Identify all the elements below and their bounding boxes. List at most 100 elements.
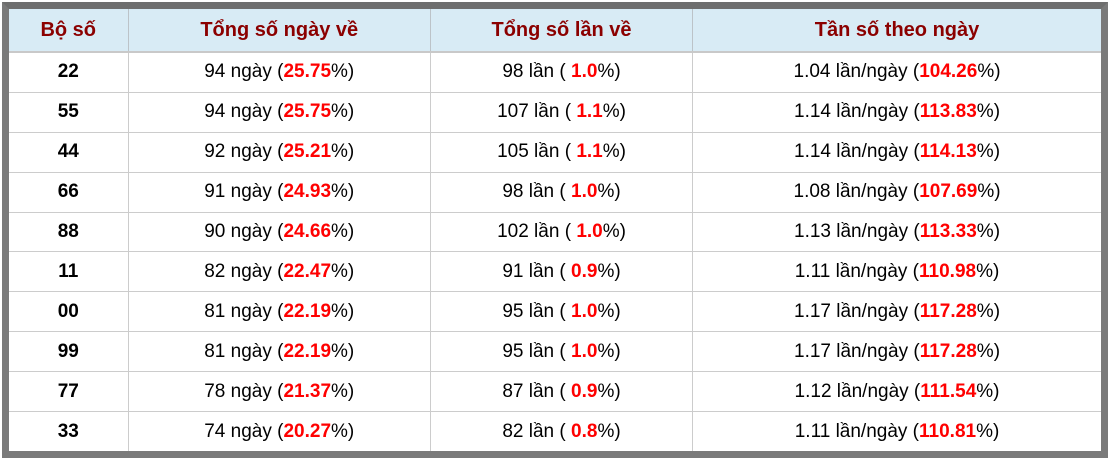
times-suffix: %) bbox=[602, 141, 626, 163]
times-text: 95 lần ( bbox=[502, 340, 572, 362]
freq-text: 1.13 lần/ngày ( bbox=[794, 221, 920, 243]
times-percent: 1.1 bbox=[576, 101, 603, 123]
freq-suffix: %) bbox=[976, 141, 1001, 163]
freq-text: 1.14 lần/ngày ( bbox=[794, 141, 920, 163]
freq-percent: 117.28 bbox=[919, 300, 977, 322]
days-percent: 22.47 bbox=[283, 260, 332, 282]
freq-percent: 111.54 bbox=[920, 380, 977, 402]
freq-suffix: %) bbox=[976, 380, 1000, 402]
days-text: 91 ngày ( bbox=[204, 181, 284, 203]
times-text: 82 lần ( bbox=[502, 420, 572, 442]
freq-suffix: %) bbox=[977, 181, 1001, 203]
freq-suffix: %) bbox=[976, 300, 1001, 322]
freq-suffix: %) bbox=[976, 420, 1000, 442]
times-suffix: %) bbox=[597, 260, 621, 282]
pair-cell: 00 bbox=[9, 291, 129, 332]
table-row: 88 90 ngày (24.66%) 102 lần ( 1.0%) 1.13… bbox=[9, 211, 1101, 252]
pair-cell: 44 bbox=[9, 131, 129, 173]
days-suffix: %) bbox=[331, 380, 355, 402]
days-text: 82 ngày ( bbox=[204, 260, 284, 282]
freq-cell: 1.14 lần/ngày (113.83%) bbox=[692, 91, 1101, 133]
lottery-stats-table: Bộ số Tổng số ngày về Tổng số lần về Tần… bbox=[9, 9, 1101, 451]
days-cell: 94 ngày (25.75%) bbox=[127, 52, 431, 93]
table-row: 77 78 ngày (21.37%) 87 lần ( 0.9%) 1.12 … bbox=[9, 371, 1101, 412]
header-row: Bộ số Tổng số ngày về Tổng số lần về Tần… bbox=[9, 9, 1101, 53]
days-percent: 20.27 bbox=[283, 420, 332, 442]
times-text: 98 lần ( bbox=[502, 181, 572, 203]
days-text: 94 ngày ( bbox=[204, 101, 284, 123]
pair-cell: 66 bbox=[9, 171, 129, 213]
days-cell: 74 ngày (20.27%) bbox=[127, 411, 431, 451]
days-text: 81 ngày ( bbox=[204, 340, 284, 362]
freq-text: 1.12 lần/ngày ( bbox=[794, 380, 921, 402]
freq-percent: 117.28 bbox=[919, 340, 977, 362]
freq-suffix: %) bbox=[976, 340, 1001, 362]
days-cell: 91 ngày (24.93%) bbox=[127, 171, 431, 213]
times-percent: 0.9 bbox=[571, 260, 598, 282]
days-cell: 78 ngày (21.37%) bbox=[127, 371, 431, 412]
freq-text: 1.17 lần/ngày ( bbox=[794, 340, 920, 362]
days-text: 90 ngày ( bbox=[204, 221, 284, 243]
times-suffix: %) bbox=[597, 181, 621, 203]
table-row: 11 82 ngày (22.47%) 91 lần ( 0.9%) 1.11 … bbox=[9, 251, 1101, 292]
freq-cell: 1.17 lần/ngày (117.28%) bbox=[692, 291, 1101, 332]
table-row: 99 81 ngày (22.19%) 95 lần ( 1.0%) 1.17 … bbox=[9, 331, 1101, 372]
days-text: 74 ngày ( bbox=[204, 420, 284, 442]
table-row: 66 91 ngày (24.93%) 98 lần ( 1.0%) 1.08 … bbox=[9, 171, 1101, 213]
days-percent: 22.19 bbox=[283, 300, 332, 322]
freq-suffix: %) bbox=[976, 221, 1001, 243]
days-suffix: %) bbox=[331, 181, 355, 203]
times-suffix: %) bbox=[602, 221, 626, 243]
freq-percent: 110.81 bbox=[919, 420, 977, 442]
times-text: 91 lần ( bbox=[502, 260, 572, 282]
times-text: 107 lần ( bbox=[497, 101, 577, 123]
pair-cell: 99 bbox=[9, 331, 129, 372]
freq-cell: 1.14 lần/ngày (114.13%) bbox=[692, 131, 1101, 173]
days-percent: 21.37 bbox=[283, 380, 332, 402]
days-cell: 92 ngày (25.21%) bbox=[127, 131, 431, 173]
freq-percent: 114.13 bbox=[919, 141, 977, 163]
freq-cell: 1.11 lần/ngày (110.98%) bbox=[692, 251, 1101, 292]
times-percent: 1.0 bbox=[571, 181, 598, 203]
times-cell: 95 lần ( 1.0%) bbox=[429, 291, 693, 332]
times-cell: 102 lần ( 1.0%) bbox=[429, 211, 693, 252]
pair-cell: 33 bbox=[9, 411, 129, 451]
times-text: 102 lần ( bbox=[497, 221, 577, 243]
times-text: 95 lần ( bbox=[502, 300, 572, 322]
days-suffix: %) bbox=[331, 340, 355, 362]
days-cell: 94 ngày (25.75%) bbox=[127, 91, 431, 133]
days-suffix: %) bbox=[331, 300, 355, 322]
freq-text: 1.17 lần/ngày ( bbox=[794, 300, 920, 322]
days-text: 78 ngày ( bbox=[204, 380, 284, 402]
table-row: 33 74 ngày (20.27%) 82 lần ( 0.8%) 1.11 … bbox=[9, 411, 1101, 451]
times-cell: 82 lần ( 0.8%) bbox=[429, 411, 693, 451]
days-text: 94 ngày ( bbox=[204, 61, 284, 83]
pair-cell: 55 bbox=[9, 91, 129, 133]
freq-cell: 1.17 lần/ngày (117.28%) bbox=[692, 331, 1101, 372]
times-percent: 1.0 bbox=[576, 221, 603, 243]
days-percent: 24.93 bbox=[283, 181, 332, 203]
freq-percent: 107.69 bbox=[919, 181, 978, 203]
freq-percent: 110.98 bbox=[919, 260, 977, 282]
times-suffix: %) bbox=[597, 420, 621, 442]
days-suffix: %) bbox=[331, 101, 355, 123]
days-suffix: %) bbox=[331, 141, 355, 163]
times-cell: 105 lần ( 1.1%) bbox=[429, 131, 693, 173]
table-row: 22 94 ngày (25.75%) 98 lần ( 1.0%) 1.04 … bbox=[9, 52, 1101, 93]
days-percent: 25.21 bbox=[283, 141, 332, 163]
freq-text: 1.08 lần/ngày ( bbox=[793, 181, 920, 203]
col-header-pair: Bộ số bbox=[9, 9, 129, 53]
times-cell: 98 lần ( 1.0%) bbox=[429, 171, 693, 213]
col-header-times: Tổng số lần về bbox=[429, 9, 693, 53]
table-header: Bộ số Tổng số ngày về Tổng số lần về Tần… bbox=[9, 9, 1101, 53]
days-suffix: %) bbox=[331, 260, 355, 282]
freq-text: 1.04 lần/ngày ( bbox=[793, 61, 920, 83]
freq-percent: 113.83 bbox=[919, 101, 977, 123]
days-percent: 25.75 bbox=[283, 61, 332, 83]
table-row: 00 81 ngày (22.19%) 95 lần ( 1.0%) 1.17 … bbox=[9, 291, 1101, 332]
freq-cell: 1.12 lần/ngày (111.54%) bbox=[692, 371, 1101, 412]
times-text: 105 lần ( bbox=[497, 141, 577, 163]
freq-suffix: %) bbox=[976, 260, 1000, 282]
times-percent: 0.9 bbox=[571, 380, 598, 402]
